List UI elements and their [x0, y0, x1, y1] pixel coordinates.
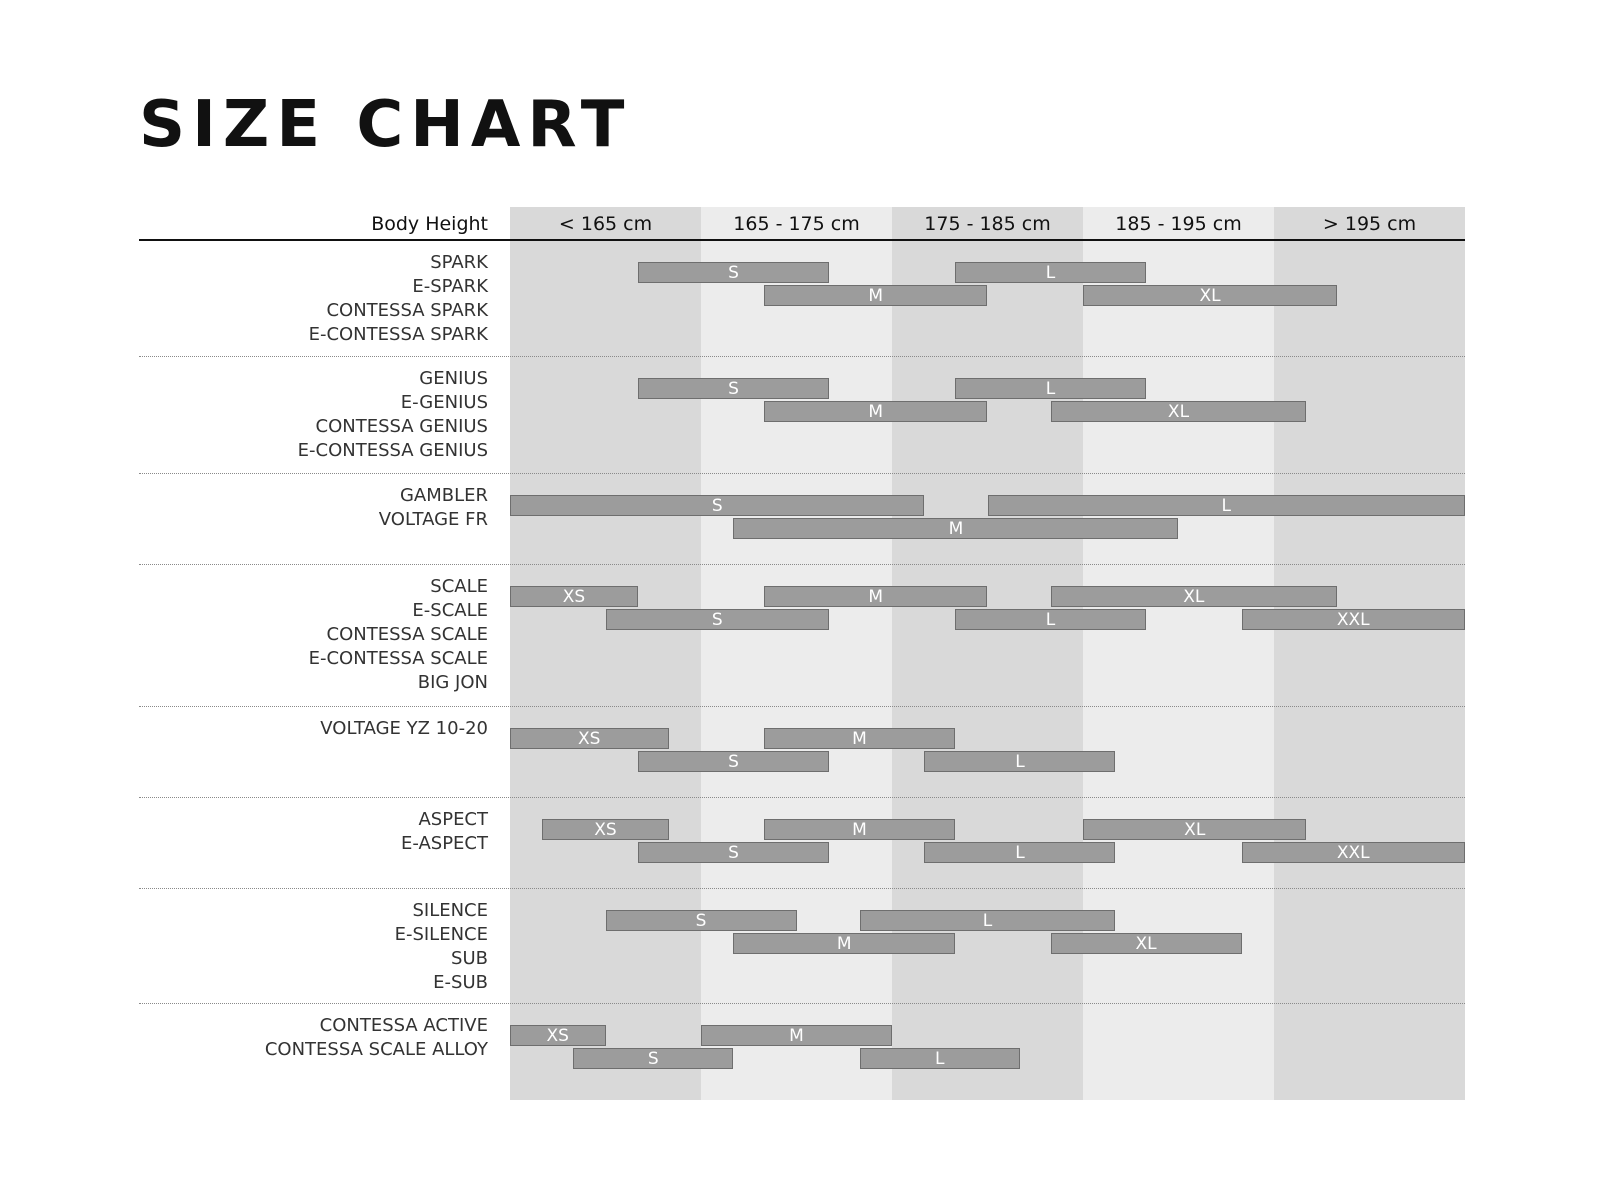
- column-header: > 195 cm: [1322, 213, 1417, 235]
- size-bar-l: L: [924, 750, 1116, 772]
- size-bar-xs: XS: [510, 586, 638, 607]
- size-bar-xs: XS: [510, 1025, 606, 1046]
- group-divider: [139, 706, 1465, 707]
- column-header: 185 - 195 cm: [1115, 213, 1242, 235]
- model-label: E-CONTESSA SPARK: [308, 324, 488, 345]
- model-label: CONTESSA SCALE: [326, 624, 489, 645]
- size-bar-xxl: XXL: [1241, 841, 1465, 863]
- size-bar-xs: XS: [542, 819, 669, 840]
- size-bar-l: L: [859, 910, 1116, 931]
- height-band: [1083, 207, 1274, 1100]
- chart-title: SIZE CHART: [139, 88, 632, 162]
- model-label: CONTESSA SCALE ALLOY: [264, 1039, 488, 1060]
- size-bar-xl: XL: [1050, 400, 1307, 422]
- size-bar-l: L: [859, 1047, 1020, 1069]
- size-bar-m: M: [733, 932, 956, 954]
- size-bar-s: S: [637, 841, 829, 863]
- size-bar-m: M: [733, 517, 1179, 539]
- size-bar-l: L: [955, 608, 1147, 630]
- size-bar-s: S: [637, 378, 829, 399]
- model-label: E-SUB: [433, 972, 488, 993]
- size-bar-m: M: [764, 819, 956, 840]
- model-label: SUB: [451, 948, 488, 969]
- size-bar-xxl: XXL: [1241, 608, 1465, 630]
- model-label: SPARK: [430, 252, 488, 273]
- size-bar-s: S: [637, 750, 829, 772]
- size-bar-s: S: [573, 1047, 734, 1069]
- model-label: E-SILENCE: [394, 924, 488, 945]
- group-divider: [139, 473, 1465, 474]
- size-bar-l: L: [955, 262, 1147, 283]
- size-bar-l: L: [955, 378, 1147, 399]
- size-bar-l: L: [924, 841, 1116, 863]
- group-divider: [139, 797, 1465, 798]
- size-bar-s: S: [605, 910, 797, 931]
- height-band: [510, 207, 701, 1100]
- size-bar-xl: XL: [1050, 586, 1338, 607]
- size-bar-xl: XL: [1083, 284, 1338, 306]
- model-label: CONTESSA GENIUS: [315, 416, 489, 437]
- size-bar-m: M: [764, 728, 956, 749]
- size-bar-m: M: [764, 400, 988, 422]
- header-rule: [139, 239, 1465, 241]
- size-bar-m: M: [764, 284, 988, 306]
- height-band: [701, 207, 892, 1100]
- model-label: E-SCALE: [412, 600, 488, 621]
- group-divider: [139, 356, 1465, 357]
- model-label: E-CONTESSA GENIUS: [297, 440, 488, 461]
- size-bar-xl: XL: [1050, 932, 1242, 954]
- size-bar-xl: XL: [1083, 819, 1307, 840]
- height-band: [892, 207, 1083, 1100]
- model-label: SCALE: [430, 576, 488, 597]
- model-label: CONTESSA SPARK: [326, 300, 488, 321]
- model-label: GENIUS: [419, 368, 488, 389]
- size-bar-m: M: [701, 1025, 892, 1046]
- model-label: SILENCE: [412, 900, 488, 921]
- model-label: VOLTAGE FR: [378, 509, 488, 530]
- group-divider: [139, 564, 1465, 565]
- model-label: VOLTAGE YZ 10-20: [320, 718, 488, 739]
- size-bar-xs: XS: [510, 728, 669, 749]
- model-label: E-ASPECT: [400, 833, 488, 854]
- size-bar-l: L: [987, 495, 1465, 516]
- column-header: 165 - 175 cm: [733, 213, 860, 235]
- model-label: E-SPARK: [412, 276, 488, 297]
- size-bar-s: S: [605, 608, 829, 630]
- model-label: CONTESSA ACTIVE: [319, 1015, 488, 1036]
- size-bar-m: M: [764, 586, 988, 607]
- height-band: [1274, 207, 1465, 1100]
- model-label: E-CONTESSA SCALE: [308, 648, 488, 669]
- size-bar-s: S: [510, 495, 925, 516]
- group-divider: [139, 1003, 1465, 1004]
- model-label: ASPECT: [418, 809, 488, 830]
- model-label: BIG JON: [417, 672, 488, 693]
- model-label: GAMBLER: [399, 485, 488, 506]
- size-bar-s: S: [637, 262, 829, 283]
- row-header-body-height: Body Height: [371, 213, 488, 235]
- model-label: E-GENIUS: [400, 392, 488, 413]
- column-header: 175 - 185 cm: [924, 213, 1051, 235]
- group-divider: [139, 888, 1465, 889]
- column-header: < 165 cm: [558, 213, 653, 235]
